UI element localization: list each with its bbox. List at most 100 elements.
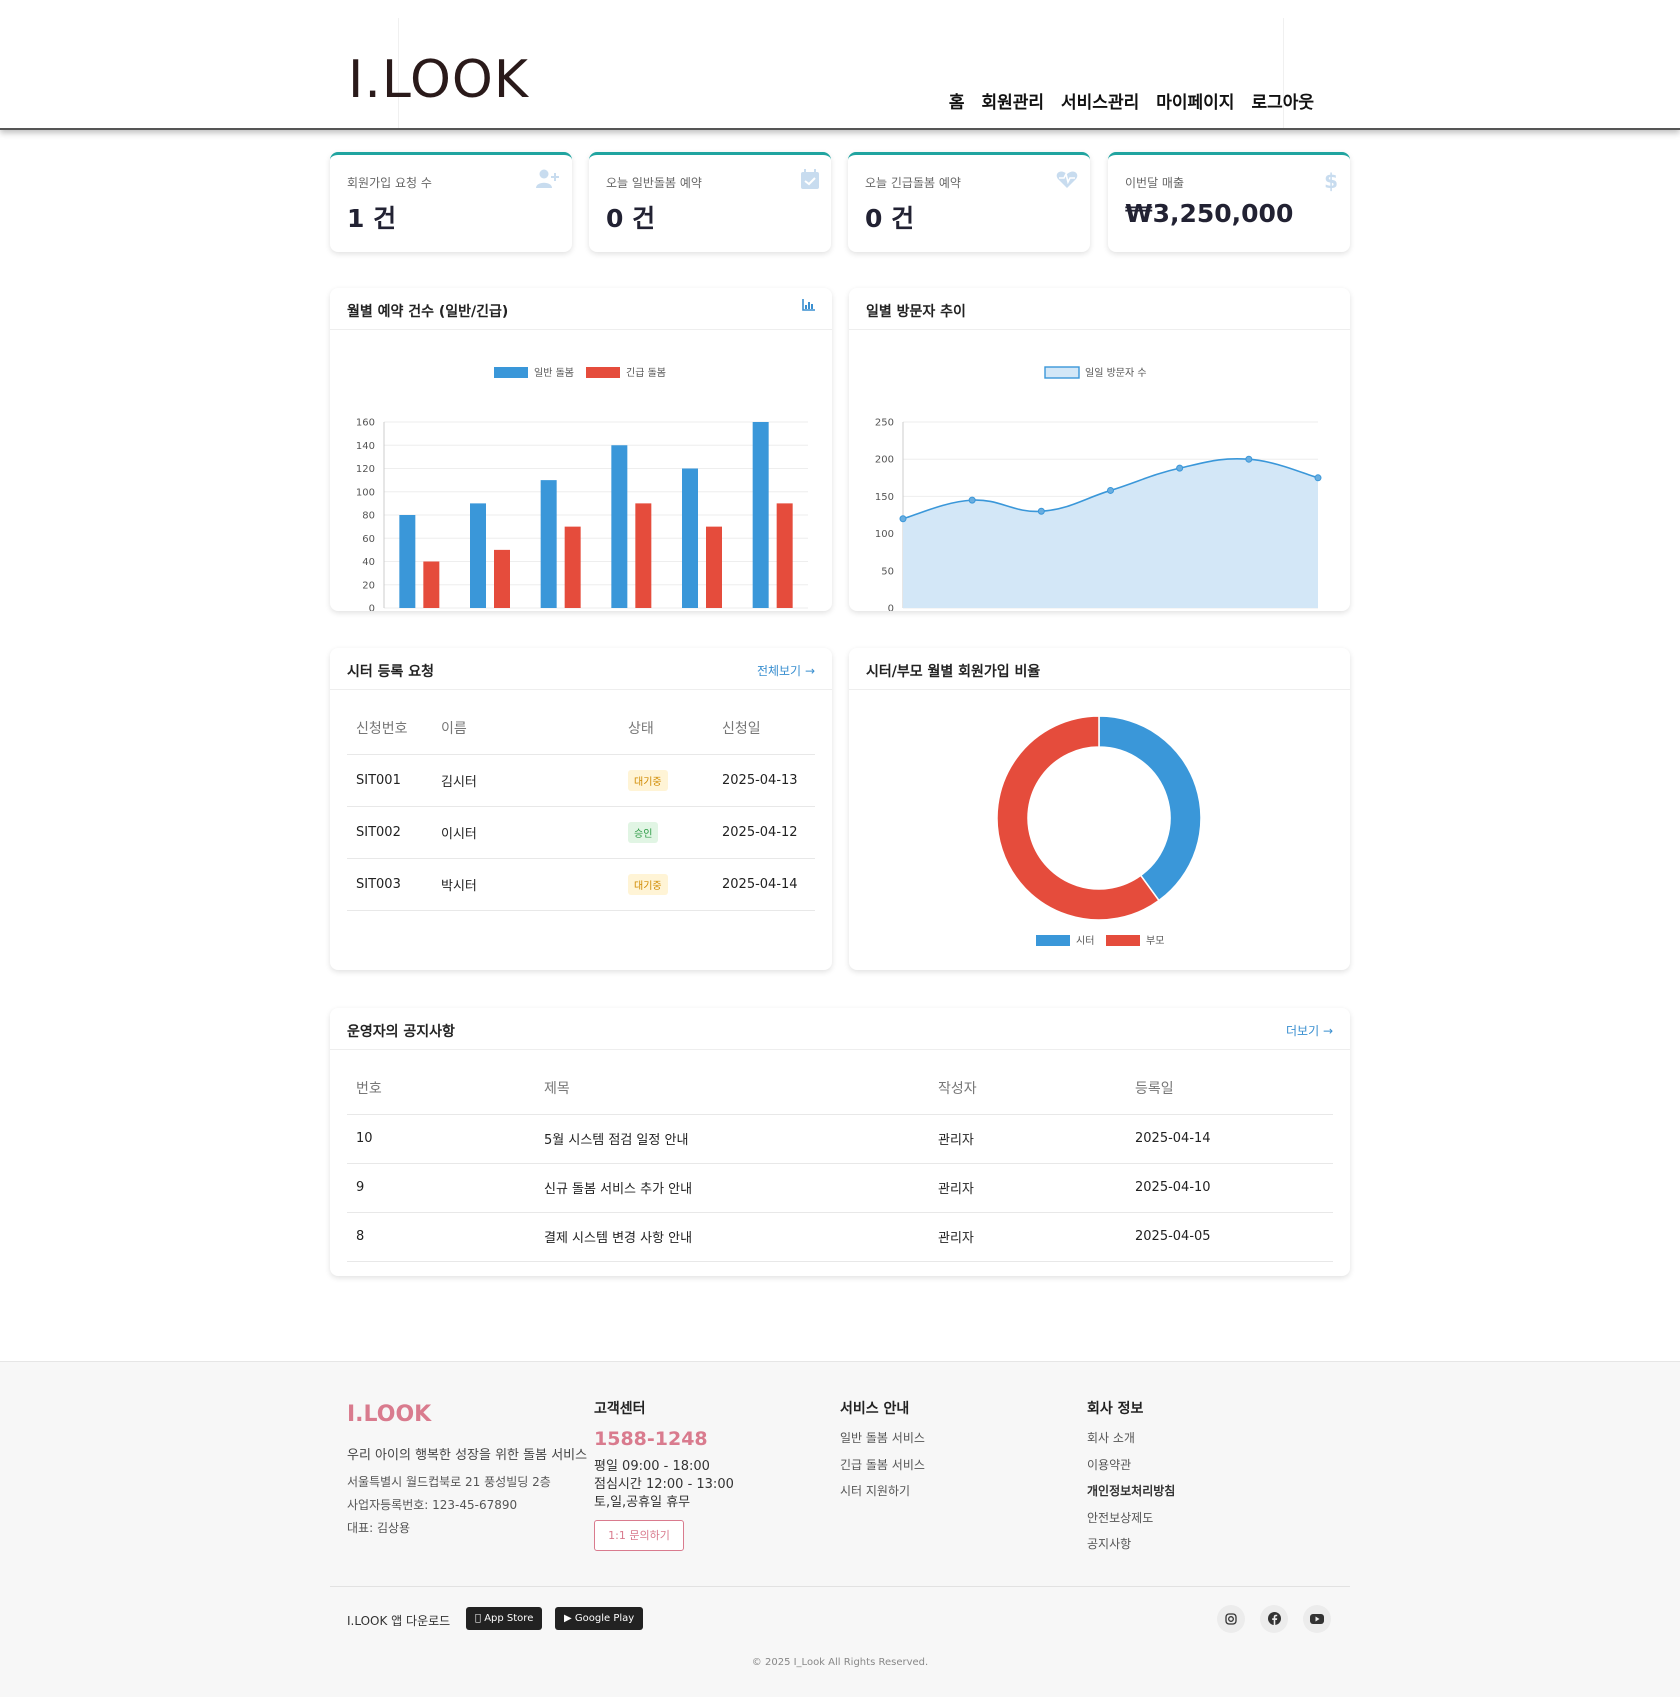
status-badge: 승인 (628, 821, 659, 843)
hours-weekday: 평일 09:00 - 18:00 (594, 1459, 710, 1474)
y-tick-label: 160 (356, 418, 375, 429)
view-all-label: 전체보기 (756, 664, 802, 678)
footer-company-title: 회사 정보 (1087, 1401, 1144, 1417)
cell-id: SIT002 (356, 824, 401, 840)
stat-value: 0 건 (606, 204, 656, 233)
nav-home[interactable]: 홈 (948, 93, 965, 113)
footer-link[interactable]: 개인정보처리방침 (1087, 1484, 1176, 1498)
main-nav: 홈 회원관리 서비스관리 마이페이지 로그아웃 (949, 88, 1314, 113)
footer-link[interactable]: 회사 소개 (1087, 1431, 1135, 1445)
bar-emergency (635, 503, 652, 608)
app-store-label: App Store (475, 1613, 533, 1624)
nav-services[interactable]: 서비스관리 (1061, 93, 1140, 113)
stat-card-emergency-bookings: 오늘 긴급돌봄 예약 0 건 (848, 152, 1090, 252)
footer-link[interactable]: 이용약관 (1087, 1457, 1132, 1472)
cell-title[interactable]: 5월 시스템 점검 일정 안내 (544, 1133, 689, 1148)
panel-header: 월별 예약 건수 (일반/긴급) (330, 288, 832, 330)
calendar-check-icon (801, 169, 819, 194)
table-row[interactable]: 8 결제 시스템 변경 사항 안내 관리자 2025-04-05 (347, 1212, 1333, 1261)
daily-visitors-line-chart: 050100150200250월화수목금토일일일 방문자 수 (875, 366, 1323, 627)
table-row[interactable]: SIT003 박시터 대기중 2025-04-14 (347, 858, 815, 910)
cell-date: 2025-04-10 (1135, 1180, 1211, 1195)
table-row[interactable]: SIT001 김시터 대기중 2025-04-13 (347, 754, 815, 806)
nav-members[interactable]: 회원관리 (981, 93, 1045, 113)
stat-label: 오늘 긴급돌봄 예약 (865, 176, 961, 190)
view-all-link[interactable]: 전체보기 → (757, 662, 815, 679)
table-row[interactable]: 9 신규 돌봄 서비스 추가 안내 관리자 2025-04-10 (347, 1163, 1333, 1212)
cell-status: 대기중 (628, 754, 722, 806)
y-tick-label: 80 (362, 511, 375, 522)
footer-ceo: 대표: 김상용 (347, 1521, 411, 1535)
footer-link[interactable]: 일반 돌봄 서비스 (840, 1431, 925, 1445)
cell-date: 2025-04-05 (1135, 1229, 1211, 1244)
legend-swatch (494, 367, 528, 378)
data-point (1176, 464, 1184, 472)
col-header: 상태 (628, 720, 654, 737)
bar-emergency (706, 526, 722, 608)
legend-swatch (1036, 935, 1070, 946)
y-tick-label: 20 (362, 580, 375, 591)
table-header-row: 번호 제목 작성자 등록일 (347, 1062, 1333, 1114)
hours-lunch: 점심시간 12:00 - 13:00 (594, 1477, 734, 1492)
site-footer: I.LOOK 우리 아이의 행복한 성장을 위한 돌봄 서비스 서울특별시 월드… (0, 1361, 1680, 1697)
hours-closed: 토,일,공휴일 휴무 (594, 1495, 691, 1510)
legend-swatch (1106, 935, 1140, 946)
app-store-button[interactable]:  App Store (466, 1607, 543, 1630)
legend-label: 시터 (1076, 935, 1094, 947)
y-tick-label: 250 (875, 418, 894, 429)
nav-mypage[interactable]: 마이페이지 (1156, 93, 1235, 113)
data-point (1037, 507, 1045, 515)
apple-icon:  (475, 1613, 481, 1624)
more-link[interactable]: 더보기 → (1286, 1022, 1333, 1039)
facebook-icon[interactable] (1260, 1605, 1288, 1633)
monthly-bookings-bar-chart: 0204060801001201401601월2월3월4월5월6월일반 돌봄긴급… (356, 367, 808, 627)
bar-regular (470, 503, 486, 608)
footer-service-links: 일반 돌봄 서비스 긴급 돌봄 서비스 시터 지원하기 (840, 1429, 925, 1509)
arrow-right-icon: → (1322, 1024, 1333, 1038)
footer-phone[interactable]: 1588-1248 (594, 1428, 708, 1450)
y-tick-label: 200 (875, 455, 894, 466)
table-row[interactable]: SIT002 이시터 승인 2025-04-12 (347, 806, 815, 858)
legend-label: 부모 (1146, 936, 1164, 947)
y-tick-label: 60 (362, 534, 375, 545)
status-badge: 대기중 (628, 769, 668, 791)
cell-id: SIT001 (356, 772, 401, 788)
chart-icon[interactable] (802, 299, 815, 315)
y-tick-label: 0 (888, 604, 894, 612)
arrow-right-icon: → (804, 664, 815, 678)
cell-title[interactable]: 결제 시스템 변경 사항 안내 (544, 1231, 693, 1246)
bar-emergency (564, 526, 581, 608)
panel-header: 운영자의 공지사항 더보기 → (330, 1008, 1350, 1050)
logo[interactable]: I.LOOK (348, 50, 529, 110)
sitter-requests-panel: 시터 등록 요청 전체보기 → 신청번호 이름 상태 신청일 SIT001 김시… (330, 648, 832, 970)
youtube-icon[interactable] (1303, 1605, 1331, 1633)
slice-parent (996, 715, 1161, 921)
signup-ratio-panel: 시터/부모 월별 회원가입 비율 시터 부모 (849, 648, 1350, 970)
inquiry-button[interactable]: 1:1 문의하기 (594, 1520, 684, 1551)
google-play-button[interactable]: ▶ Google Play (555, 1607, 644, 1630)
bar-regular (752, 422, 769, 608)
y-tick-label: 40 (362, 557, 375, 568)
nav-logout[interactable]: 로그아웃 (1251, 93, 1314, 113)
col-header: 등록일 (1135, 1080, 1174, 1097)
instagram-icon[interactable] (1217, 1605, 1245, 1633)
footer-biz-no: 사업자등록번호: 123-45-67890 (347, 1498, 518, 1512)
y-tick-label: 100 (875, 529, 894, 540)
cell-title[interactable]: 신규 돌봄 서비스 추가 안내 (544, 1182, 693, 1197)
footer-link[interactable]: 시터 지원하기 (840, 1484, 911, 1498)
cell-no: 8 (356, 1229, 365, 1244)
panel-header: 시터/부모 월별 회원가입 비율 (849, 648, 1350, 690)
site-header: I.LOOK 홈 회원관리 서비스관리 마이페이지 로그아웃 (0, 0, 1680, 130)
y-tick-label: 100 (356, 487, 375, 498)
footer-link[interactable]: 안전보상제도 (1087, 1510, 1154, 1525)
header-inner (398, 18, 1284, 128)
table-row[interactable]: 10 5월 시스템 점검 일정 안내 관리자 2025-04-14 (347, 1114, 1333, 1163)
cell-author: 관리자 (938, 1133, 974, 1148)
notice-table: 번호 제목 작성자 등록일 10 5월 시스템 점검 일정 안내 관리자 202… (347, 1062, 1333, 1262)
data-point (1314, 474, 1322, 482)
footer-company-links: 회사 소개 이용약관 개인정보처리방침 안전보상제도 공지사항 (1087, 1429, 1175, 1562)
footer-link[interactable]: 공지사항 (1087, 1537, 1132, 1551)
legend-label: 일일 방문자 수 (1085, 367, 1147, 379)
footer-link[interactable]: 긴급 돌봄 서비스 (840, 1457, 925, 1472)
stat-label: 회원가입 요청 수 (347, 176, 432, 190)
